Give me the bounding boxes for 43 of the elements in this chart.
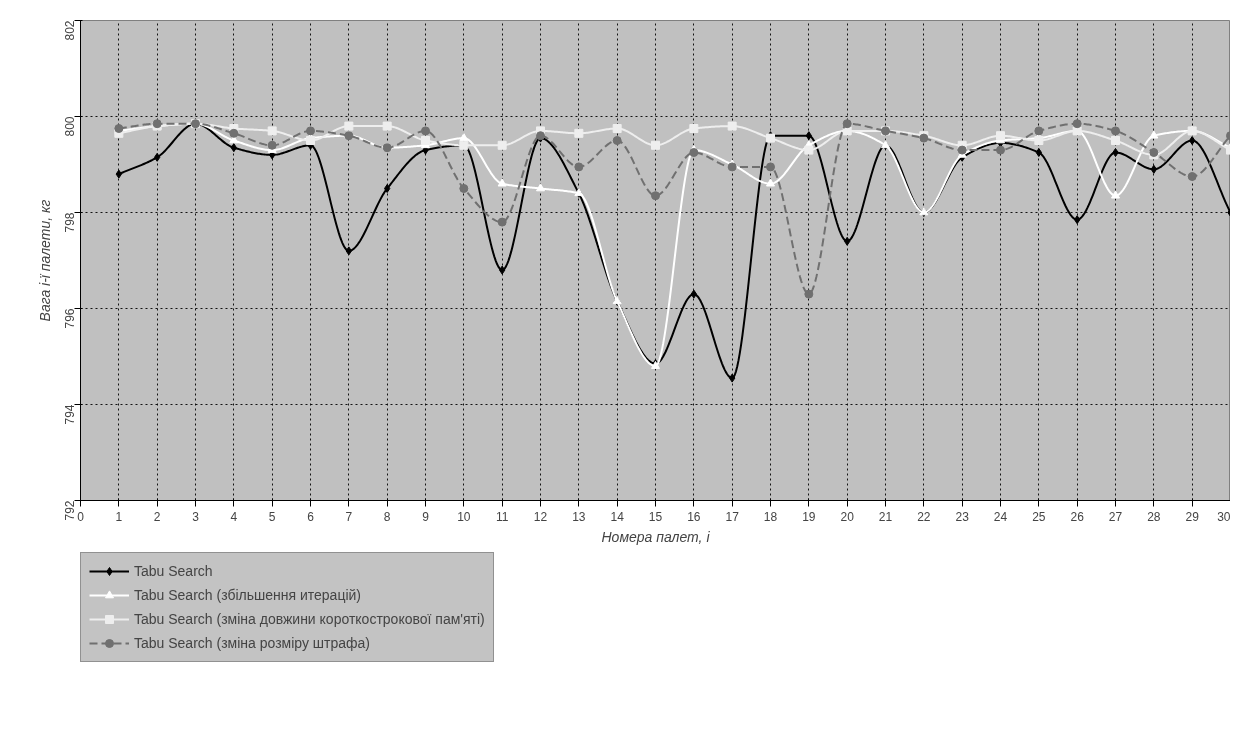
x-tick-label: 25: [1032, 509, 1046, 524]
y-axis-title: Вага i-ї палети, кг: [36, 199, 53, 322]
x-tick-label: 2: [153, 509, 161, 524]
x-tick-label: 5: [268, 509, 276, 524]
x-tick-label: 24: [993, 509, 1008, 524]
x-tick-label: 10: [457, 509, 471, 524]
x-tick-label: 14: [610, 509, 625, 524]
y-tick-label: 800: [63, 116, 77, 137]
x-tick-label: 28: [1147, 509, 1161, 524]
x-tick-label: 17: [725, 509, 740, 524]
x-axis-title: Номера палет, i: [601, 528, 711, 545]
x-tick-label: 13: [572, 509, 586, 524]
y-tick-label: 802: [63, 20, 77, 41]
x-tick-label: 11: [495, 509, 509, 524]
x-tick-label: 30: [1217, 509, 1231, 524]
x-tick-label: 20: [840, 509, 855, 524]
x-tick-label: 0: [77, 509, 85, 524]
x-tick-label: 29: [1185, 509, 1200, 524]
x-tick-label: 26: [1070, 509, 1085, 524]
x-tick-label: 7: [345, 509, 353, 524]
x-tick-label: 3: [192, 509, 200, 524]
x-tick-label: 8: [383, 509, 391, 524]
legend-label: Tabu Search (зміна довжини короткострокової пам'яті): [134, 611, 485, 627]
legend-label: Tabu Search (зміна розміру штрафа): [134, 635, 370, 651]
y-tick-label: 792: [63, 500, 77, 521]
legend-label: Tabu Search: [134, 563, 213, 579]
x-tick-label: 6: [307, 509, 315, 524]
x-tick-label: 19: [802, 509, 816, 524]
y-tick-label: 794: [63, 404, 77, 425]
x-tick-label: 15: [648, 509, 663, 524]
legend-label: Tabu Search (збільшення итерацій): [134, 587, 362, 603]
x-tick-label: 16: [687, 509, 701, 524]
x-tick-label: 9: [422, 509, 430, 524]
x-tick-label: 22: [917, 509, 931, 524]
y-tick-label: 796: [63, 308, 77, 329]
x-tick-label: 12: [533, 509, 548, 524]
x-tick-label: 23: [955, 509, 970, 524]
y-tick-label: 798: [63, 212, 77, 233]
x-tick-label: 18: [763, 509, 778, 524]
x-tick-label: 21: [878, 509, 893, 524]
x-tick-label: 27: [1108, 509, 1123, 524]
x-tick-label: 1: [115, 509, 123, 524]
x-tick-label: 4: [230, 509, 238, 524]
